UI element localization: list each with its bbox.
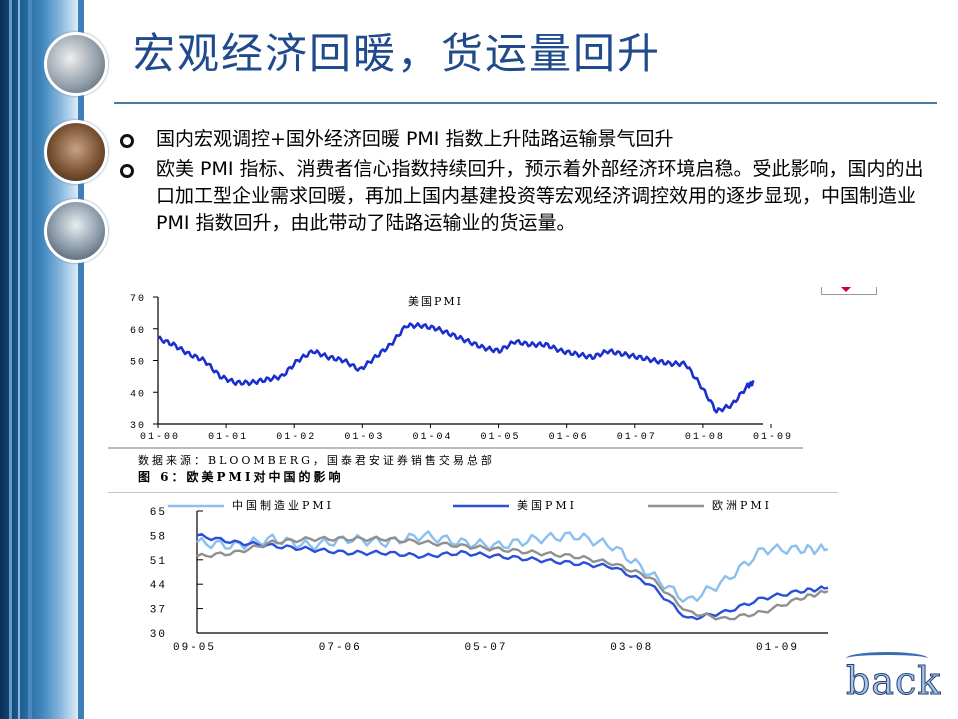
x-tick-label: 01-09 bbox=[753, 432, 793, 443]
x-tick-label: 01-04 bbox=[412, 432, 452, 443]
bar-stripe bbox=[18, 0, 20, 719]
bar-stripe bbox=[78, 0, 84, 719]
series-line bbox=[196, 530, 829, 603]
x-tick-label: 09-05 bbox=[173, 642, 216, 654]
x-tick-label: 03-08 bbox=[610, 642, 653, 654]
y-tick-label: 50 bbox=[130, 358, 146, 369]
x-tick-label: 01-02 bbox=[276, 432, 316, 443]
bullet-item: 国内宏观调控+国外经济回暖 PMI 指数上升陆路运输景气回升 bbox=[120, 126, 935, 153]
legend-label: 美国PMI bbox=[517, 499, 577, 512]
x-tick-label: 01-06 bbox=[549, 432, 589, 443]
decorative-bracket bbox=[821, 287, 877, 295]
x-tick-label: 01-01 bbox=[208, 432, 248, 443]
y-tick-label: 58 bbox=[150, 531, 167, 543]
chart-title: 美国PMI bbox=[408, 295, 463, 308]
bullet-list: 国内宏观调控+国外经济回暖 PMI 指数上升陆路运输景气回升 欧美 PMI 指标… bbox=[120, 126, 935, 240]
decorative-photo-phone bbox=[44, 32, 108, 96]
y-tick-label: 70 bbox=[130, 294, 146, 305]
pmi-comparison-chart: 30 37 44 51 58 65 09-05 07-06 05-07 03-08 01-09 中国制… bbox=[108, 492, 838, 654]
bullet-text: 国内宏观调控+国外经济回暖 PMI 指数上升陆路运输景气回升 bbox=[156, 128, 674, 150]
slide-title: 宏观经济回暖，货运量回升 bbox=[133, 29, 662, 78]
y-tick-label: 44 bbox=[150, 580, 167, 592]
title-divider bbox=[114, 102, 937, 104]
chart-source: 数据来源：BLOOMBERG，国泰君安证券销售交易总部 bbox=[138, 453, 495, 467]
y-tick-label: 40 bbox=[130, 389, 146, 400]
series-line-us-pmi bbox=[157, 322, 755, 414]
bullet-marker-icon bbox=[120, 134, 134, 148]
y-tick-label: 30 bbox=[130, 421, 146, 432]
y-tick-label: 60 bbox=[130, 326, 146, 337]
series-line bbox=[196, 535, 829, 621]
y-tick-label: 65 bbox=[150, 507, 167, 519]
y-tick-label: 37 bbox=[150, 605, 167, 617]
decorative-photo-business bbox=[44, 199, 108, 263]
x-tick-label: 01-05 bbox=[481, 432, 521, 443]
x-tick-label: 01-07 bbox=[617, 432, 657, 443]
bar-stripe bbox=[28, 0, 32, 719]
x-tick-label: 01-08 bbox=[685, 432, 725, 443]
legend-label: 欧洲PMI bbox=[712, 499, 772, 512]
bullet-item: 欧美 PMI 指标、消费者信心指数持续回升，预示着外部经济环境启稳。受此影响，国… bbox=[120, 156, 935, 237]
decorative-photo-people bbox=[44, 120, 108, 184]
bullet-marker-icon bbox=[120, 164, 134, 178]
back-button-arc bbox=[846, 652, 928, 665]
bullet-text: 欧美 PMI 指标、消费者信心指数持续回升，预示着外部经济环境启稳。受此影响，国… bbox=[156, 158, 924, 234]
left-decorative-bar bbox=[0, 0, 84, 719]
x-tick-label: 01-00 bbox=[140, 432, 180, 443]
y-tick-label: 30 bbox=[150, 629, 167, 641]
figure-caption: 图 6：欧美PMI对中国的影响 bbox=[138, 469, 343, 484]
x-tick-label: 05-07 bbox=[465, 642, 508, 654]
red-triangle-icon bbox=[841, 287, 851, 292]
x-tick-label: 01-09 bbox=[756, 642, 799, 654]
x-tick-label: 07-06 bbox=[319, 642, 362, 654]
bar-stripe bbox=[9, 0, 12, 719]
x-tick-label: 01-03 bbox=[344, 432, 384, 443]
series-line bbox=[196, 533, 829, 621]
back-button[interactable]: back bbox=[845, 659, 942, 704]
us-pmi-chart: 30 40 50 60 70 01-00 01-01 01-02 01-03 01-04 01-05… bbox=[108, 294, 803, 484]
legend-label: 中国制造业PMI bbox=[232, 498, 334, 512]
y-tick-label: 51 bbox=[150, 556, 167, 568]
